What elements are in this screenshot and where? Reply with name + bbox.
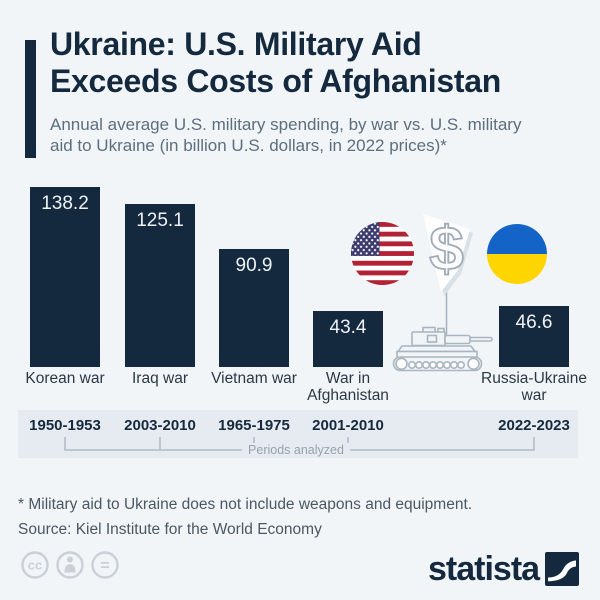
period-date: 2001-2010 — [312, 417, 384, 434]
bar-category-label: Russia-Ukraine war — [481, 370, 587, 404]
statista-logo[interactable]: statista — [428, 550, 580, 588]
bar-category-label: War in Afghanistan — [307, 370, 389, 404]
bar-russia-ukraine-war: 46.6 — [499, 306, 569, 367]
cc-icon[interactable]: cc — [21, 551, 49, 579]
bar-korean-war: 138.2 — [30, 187, 100, 367]
footnote-text: * Military aid to Ukraine does not inclu… — [18, 496, 473, 513]
chart-subtitle: Annual average U.S. military spending, b… — [50, 115, 590, 156]
bar-value-label: 138.2 — [41, 193, 89, 214]
bar-plot: 138.2 125.1 90.9 43.4 46.6 — [0, 160, 600, 367]
tank-icon — [392, 326, 493, 372]
bar-value-label: 90.9 — [235, 255, 273, 276]
period-date: 1950-1953 — [29, 417, 101, 434]
svg-text:cc: cc — [28, 558, 42, 573]
page-title: Ukraine: U.S. Military Aid Exceeds Costs… — [50, 26, 590, 100]
ukraine-flag-icon — [487, 224, 547, 284]
title-accent-bar — [25, 40, 36, 158]
us-flag-icon — [351, 222, 414, 285]
periods-analyzed-label: Periods analyzed — [242, 443, 350, 457]
bar-iraq-war: 125.1 — [125, 204, 195, 367]
svg-text:=: = — [100, 558, 109, 575]
dollar-pennant-icon — [423, 214, 470, 292]
bar-value-label: 43.4 — [329, 317, 367, 338]
equal-icon[interactable]: = — [91, 551, 119, 579]
statista-logo-mark — [545, 552, 580, 586]
bar-labels: Korean war Iraq war Vietnam war War in Afgha… — [0, 370, 600, 407]
bar-value-label: 125.1 — [136, 210, 184, 231]
statista-logo-text: statista — [428, 550, 540, 588]
bar-vietnam-war: 90.9 — [219, 249, 289, 367]
attribution-person-icon[interactable] — [56, 551, 84, 579]
periods-band: Periods analyzed 1950-1953 2003-2010 1965-… — [18, 410, 578, 458]
bar-war-in-afghanistan: 43.4 — [313, 311, 383, 367]
period-date: 1965-1975 — [218, 417, 290, 434]
subtitle-line-2: aid to Ukraine (in billion U.S. dollars,… — [50, 135, 447, 155]
cc-license-icons[interactable]: cc = — [19, 549, 119, 581]
dollar-sign: $ — [429, 215, 463, 284]
period-date: 2022-2023 — [498, 417, 570, 434]
bar-category-label: Korean war — [25, 370, 105, 387]
dollar-pennant-and-tank: $ — [392, 214, 493, 372]
period-date: 2003-2010 — [124, 417, 196, 434]
footnote-block: * Military aid to Ukraine does not inclu… — [18, 492, 578, 542]
bar-category-label: Iraq war — [132, 370, 188, 387]
source-text: Source: Kiel Institute for the World Eco… — [18, 521, 322, 538]
title-line-1: Ukraine: U.S. Military Aid — [50, 26, 422, 62]
bar-value-label: 46.6 — [515, 312, 553, 333]
bar-category-label: Vietnam war — [211, 370, 297, 387]
title-line-2: Exceeds Costs of Afghanistan — [50, 63, 501, 99]
subtitle-line-1: Annual average U.S. military spending, b… — [50, 115, 522, 134]
